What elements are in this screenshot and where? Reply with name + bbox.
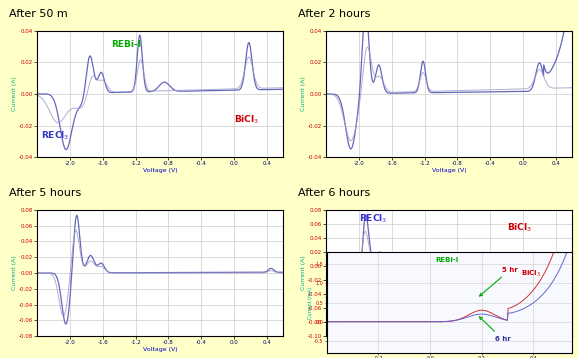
Text: After 2 hours: After 2 hours (298, 9, 370, 19)
Text: After 50 m: After 50 m (9, 9, 68, 19)
Text: BiCl$_3$: BiCl$_3$ (507, 222, 532, 234)
Text: RECl$_3$: RECl$_3$ (359, 213, 387, 225)
Text: BiCl$_3$: BiCl$_3$ (234, 113, 260, 126)
Y-axis label: Current (A): Current (A) (301, 77, 306, 111)
Y-axis label: Current (A): Current (A) (301, 256, 306, 290)
Y-axis label: Current (A): Current (A) (12, 77, 17, 111)
Y-axis label: Current (mA): Current (mA) (308, 286, 313, 319)
X-axis label: Voltage (V): Voltage (V) (432, 168, 466, 173)
Text: REBi-I: REBi-I (435, 257, 458, 263)
Text: After 6 hours: After 6 hours (298, 188, 370, 198)
Text: BiCl$_3$: BiCl$_3$ (521, 268, 540, 279)
X-axis label: Voltage (V): Voltage (V) (432, 347, 466, 352)
Y-axis label: Current (A): Current (A) (12, 256, 17, 290)
Text: REBi-I: REBi-I (111, 40, 141, 49)
X-axis label: Voltage (V): Voltage (V) (143, 347, 177, 352)
Text: After 5 hours: After 5 hours (9, 188, 81, 198)
Text: 6 hr: 6 hr (479, 317, 510, 342)
X-axis label: Voltage (V): Voltage (V) (143, 168, 177, 173)
Text: RECl$_3$: RECl$_3$ (41, 129, 70, 142)
Text: 5 hr: 5 hr (480, 267, 518, 296)
